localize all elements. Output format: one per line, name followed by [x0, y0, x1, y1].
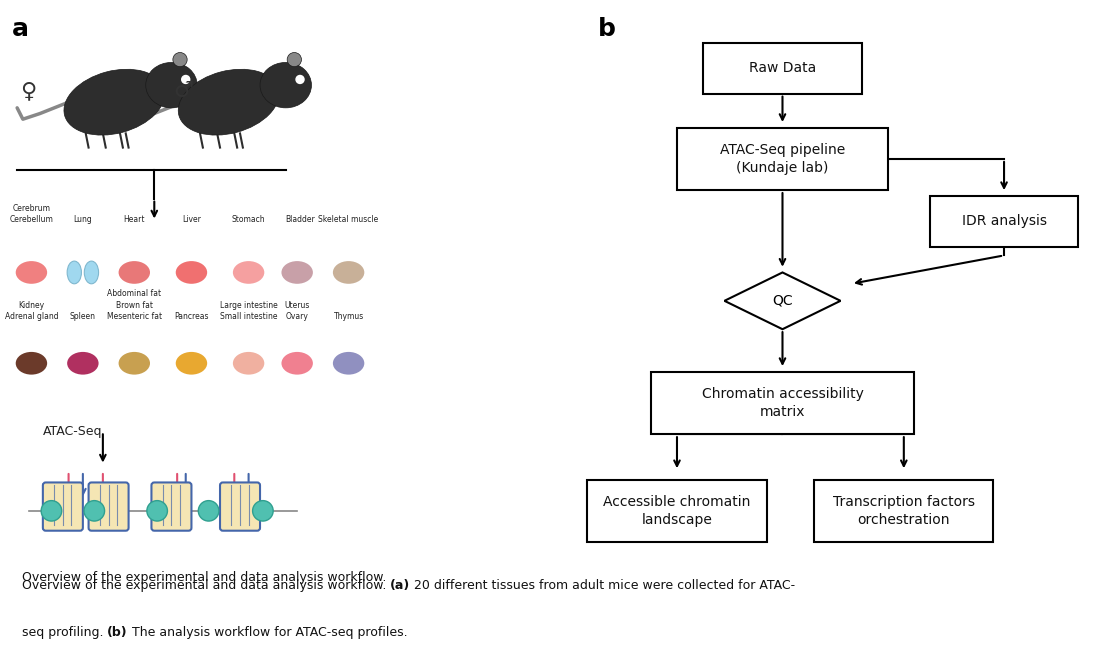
Text: Raw Data: Raw Data — [748, 61, 817, 75]
Ellipse shape — [85, 261, 99, 284]
Ellipse shape — [287, 52, 301, 66]
Ellipse shape — [173, 52, 187, 66]
Polygon shape — [724, 272, 841, 329]
Ellipse shape — [119, 352, 149, 375]
Text: Skeletal muscle: Skeletal muscle — [319, 215, 379, 224]
FancyBboxPatch shape — [43, 482, 82, 531]
FancyBboxPatch shape — [814, 480, 993, 542]
FancyBboxPatch shape — [152, 482, 191, 531]
Text: QC: QC — [773, 294, 792, 308]
Text: Thymus: Thymus — [333, 312, 364, 321]
Text: Bladder: Bladder — [285, 215, 315, 224]
Circle shape — [41, 501, 62, 521]
Text: 20 different tissues from adult mice were collected for ATAC-: 20 different tissues from adult mice wer… — [410, 579, 796, 592]
Text: ATAC-Seq: ATAC-Seq — [43, 425, 103, 438]
Text: (a): (a) — [390, 579, 410, 592]
Text: Abdominal fat
Brown fat
Mesenteric fat: Abdominal fat Brown fat Mesenteric fat — [107, 290, 162, 321]
Text: Cerebrum
Cerebellum: Cerebrum Cerebellum — [10, 204, 54, 224]
Ellipse shape — [233, 261, 265, 284]
Text: Uterus
Ovary: Uterus Ovary — [285, 301, 310, 321]
Text: Lung: Lung — [74, 215, 92, 224]
Text: (b): (b) — [108, 626, 127, 639]
Circle shape — [181, 75, 190, 83]
Ellipse shape — [176, 261, 208, 284]
Ellipse shape — [119, 261, 149, 284]
Ellipse shape — [333, 352, 365, 375]
Ellipse shape — [15, 352, 47, 375]
Ellipse shape — [281, 261, 313, 284]
FancyBboxPatch shape — [89, 482, 129, 531]
Text: ATAC-Seq pipeline
(Kundaje lab): ATAC-Seq pipeline (Kundaje lab) — [720, 143, 845, 175]
Ellipse shape — [15, 261, 47, 284]
Text: Overview of the experimental and data analysis workflow.: Overview of the experimental and data an… — [22, 579, 390, 592]
Ellipse shape — [67, 352, 99, 375]
Text: ♀: ♀ — [21, 81, 36, 101]
Ellipse shape — [333, 261, 365, 284]
Text: Spleen: Spleen — [70, 312, 96, 321]
FancyBboxPatch shape — [651, 372, 914, 434]
Text: Stomach: Stomach — [232, 215, 265, 224]
FancyBboxPatch shape — [930, 196, 1078, 247]
Text: ♂: ♂ — [173, 81, 192, 101]
FancyBboxPatch shape — [703, 43, 862, 94]
Circle shape — [296, 75, 304, 83]
FancyBboxPatch shape — [587, 480, 767, 542]
Ellipse shape — [64, 69, 165, 135]
Text: b: b — [598, 17, 615, 41]
FancyBboxPatch shape — [220, 482, 260, 531]
Text: Accessible chromatin
landscape: Accessible chromatin landscape — [603, 495, 751, 527]
Ellipse shape — [281, 352, 313, 375]
Text: The analysis workflow for ATAC-seq profiles.: The analysis workflow for ATAC-seq profi… — [127, 626, 408, 639]
Ellipse shape — [178, 69, 279, 135]
Ellipse shape — [260, 63, 311, 108]
FancyBboxPatch shape — [677, 128, 888, 190]
Ellipse shape — [176, 352, 208, 375]
Text: Liver: Liver — [182, 215, 201, 224]
Text: seq profiling.: seq profiling. — [22, 626, 108, 639]
Circle shape — [198, 501, 219, 521]
Text: Large intestine
Small intestine: Large intestine Small intestine — [220, 301, 277, 321]
Text: Transcription factors
orchestration: Transcription factors orchestration — [833, 495, 975, 527]
Circle shape — [147, 501, 167, 521]
Text: a: a — [11, 17, 29, 41]
Text: IDR analysis: IDR analysis — [962, 214, 1046, 228]
Circle shape — [253, 501, 274, 521]
Text: Chromatin accessibility
matrix: Chromatin accessibility matrix — [701, 387, 864, 419]
Circle shape — [84, 501, 104, 521]
Ellipse shape — [67, 261, 81, 284]
Text: Pancreas: Pancreas — [175, 312, 209, 321]
Ellipse shape — [233, 352, 265, 375]
Ellipse shape — [146, 63, 197, 108]
Text: Overview of the experimental and data analysis workflow.: Overview of the experimental and data an… — [22, 571, 390, 584]
Text: Heart: Heart — [123, 215, 145, 224]
Text: Kidney
Adrenal gland: Kidney Adrenal gland — [4, 301, 58, 321]
